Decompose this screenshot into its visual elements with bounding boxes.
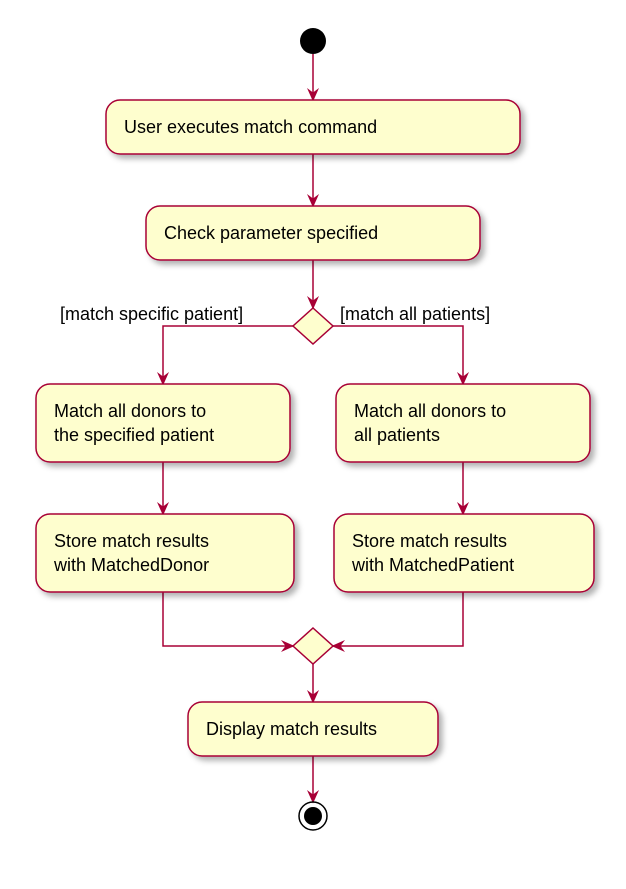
activity-n3-text-0: Match all donors to bbox=[54, 401, 206, 421]
edge bbox=[333, 326, 463, 384]
start-node bbox=[300, 28, 326, 54]
activity-n3 bbox=[36, 384, 290, 462]
activity-n4-text-1: all patients bbox=[354, 425, 440, 445]
activity-n7-text-0: Display match results bbox=[206, 719, 377, 739]
activity-n5 bbox=[36, 514, 294, 592]
activity-n4-text-0: Match all donors to bbox=[354, 401, 506, 421]
activity-n5-text-1: with MatchedDonor bbox=[53, 555, 209, 575]
guard-left: [match specific patient] bbox=[60, 304, 243, 324]
activity-n5-text-0: Store match results bbox=[54, 531, 209, 551]
activity-n1-text-0: User executes match command bbox=[124, 117, 377, 137]
merge-node bbox=[293, 628, 333, 664]
edge bbox=[333, 592, 463, 646]
activity-n6-text-1: with MatchedPatient bbox=[351, 555, 514, 575]
decision-node bbox=[293, 308, 333, 344]
edge bbox=[163, 326, 293, 384]
activity-n6-text-0: Store match results bbox=[352, 531, 507, 551]
end-node-inner bbox=[304, 807, 322, 825]
activity-n6 bbox=[334, 514, 594, 592]
guard-right: [match all patients] bbox=[340, 304, 490, 324]
edge bbox=[163, 592, 293, 646]
activity-n2-text-0: Check parameter specified bbox=[164, 223, 378, 243]
activity-n3-text-1: the specified patient bbox=[54, 425, 214, 445]
activity-n4 bbox=[336, 384, 590, 462]
